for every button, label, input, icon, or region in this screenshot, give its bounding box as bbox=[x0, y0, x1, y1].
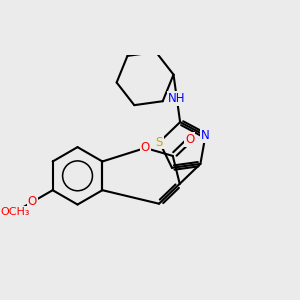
Text: OCH₃: OCH₃ bbox=[0, 207, 30, 217]
Text: O: O bbox=[141, 142, 150, 154]
Text: O: O bbox=[28, 196, 37, 208]
Text: N: N bbox=[201, 129, 210, 142]
Text: S: S bbox=[156, 136, 163, 148]
Text: O: O bbox=[185, 133, 194, 146]
Text: NH: NH bbox=[168, 92, 186, 105]
